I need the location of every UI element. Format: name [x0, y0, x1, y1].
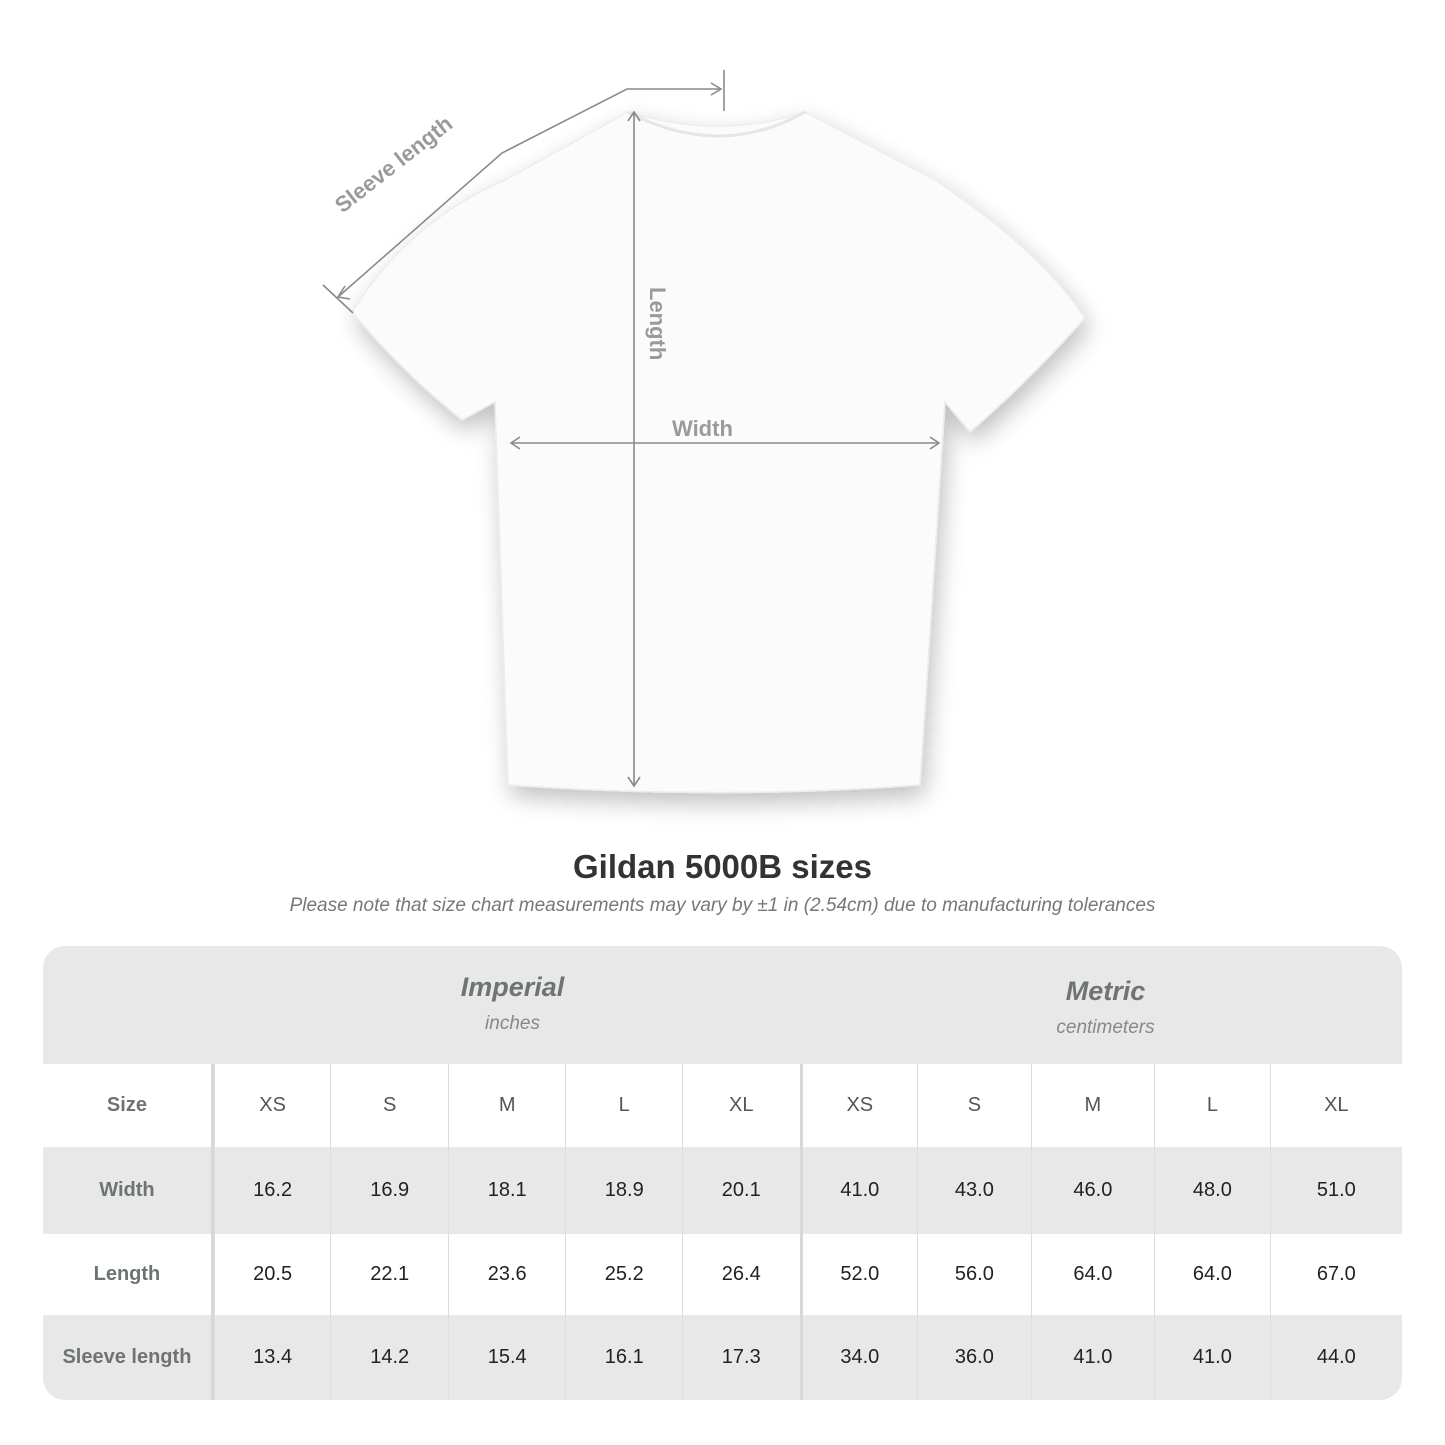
- size-header-imperial: M: [447, 1064, 566, 1147]
- table-row: Length 20.5 22.1 23.6 25.2 26.4 52.0 56.0 64.0 64…: [43, 1234, 1402, 1315]
- imperial-header: Imperial inches: [216, 972, 809, 1035]
- width-label: Width: [672, 416, 733, 441]
- row-label: Width: [43, 1147, 214, 1234]
- measurement-cell: 51.0: [1269, 1147, 1402, 1234]
- size-header-imperial: S: [330, 1064, 448, 1147]
- measurement-cell: 13.4: [213, 1315, 331, 1400]
- measurement-cell: 20.5: [213, 1234, 331, 1315]
- row-label: Length: [43, 1234, 214, 1315]
- measurement-cell: 52.0: [799, 1234, 918, 1315]
- length-label: Length: [645, 287, 670, 361]
- measurement-cell: 67.0: [1269, 1234, 1402, 1315]
- size-header-imperial: L: [565, 1064, 682, 1147]
- sleeve-length-arrow: [322, 70, 725, 314]
- measurement-cell: 41.0: [1154, 1315, 1270, 1400]
- measurement-cell: 17.3: [682, 1315, 800, 1400]
- size-header-metric: L: [1154, 1064, 1270, 1147]
- measurement-cell: 15.4: [447, 1315, 566, 1400]
- measurement-cell: 20.1: [682, 1147, 800, 1234]
- measurement-cell: 34.0: [799, 1315, 918, 1400]
- measurement-cell: 36.0: [917, 1315, 1031, 1400]
- measurement-cell: 41.0: [799, 1147, 918, 1234]
- page-title: Gildan 5000B sizes: [573, 848, 872, 885]
- table-row: Width 16.2 16.9 18.1 18.9 20.1 41.0 43.0 46.0 48.…: [43, 1147, 1402, 1234]
- measurement-cell: 43.0: [917, 1147, 1031, 1234]
- imperial-unit: inches: [485, 1013, 540, 1034]
- measurement-cell: 26.4: [682, 1234, 800, 1315]
- collar: [627, 110, 806, 138]
- size-header-imperial: XL: [682, 1064, 800, 1147]
- measurement-cell: 16.9: [330, 1147, 448, 1234]
- measurement-cell: 18.9: [565, 1147, 682, 1234]
- measurement-cell: 16.2: [213, 1147, 331, 1234]
- measurement-cell: 46.0: [1030, 1147, 1154, 1234]
- metric-title: Metric: [1065, 976, 1146, 1006]
- measurement-cell: 56.0: [917, 1234, 1031, 1315]
- size-header-row: Size XS S M L XL XS S M L XL: [43, 1064, 1402, 1147]
- measurement-cell: 18.1: [447, 1147, 566, 1234]
- measurement-cell: 14.2: [330, 1315, 448, 1400]
- measurement-cell: 44.0: [1269, 1315, 1402, 1400]
- size-header-metric: XS: [799, 1064, 918, 1147]
- tshirt-shape: [351, 111, 1086, 794]
- length-arrow: [627, 110, 641, 788]
- metric-unit: centimeters: [1056, 1017, 1155, 1038]
- size-header-metric: M: [1030, 1064, 1154, 1147]
- metric-header: Metric centimeters: [809, 976, 1402, 1039]
- row-label: Sleeve length: [43, 1315, 214, 1400]
- imperial-title: Imperial: [460, 972, 565, 1002]
- size-column-header: Size: [43, 1064, 214, 1147]
- measurement-cell: 25.2: [565, 1234, 682, 1315]
- measurement-cell: 64.0: [1030, 1234, 1154, 1315]
- table-row: Sleeve length 13.4 14.2 15.4 16.1 17.3 34.0 36.…: [43, 1315, 1402, 1400]
- measurement-cell: 23.6: [447, 1234, 566, 1315]
- tshirt-diagram: [322, 70, 1086, 794]
- size-header-imperial: XS: [213, 1064, 331, 1147]
- tolerance-note: Please note that size chart measurements…: [289, 895, 1156, 916]
- size-table: Imperial inches Metric centimeters Size X…: [43, 946, 1402, 1400]
- width-arrow: [509, 436, 941, 450]
- size-header-metric: S: [917, 1064, 1031, 1147]
- measurement-cell: 64.0: [1154, 1234, 1270, 1315]
- measurement-cell: 16.1: [565, 1315, 682, 1400]
- measurement-cell: 48.0: [1154, 1147, 1270, 1234]
- unit-header: [43, 946, 1402, 1064]
- size-header-metric: XL: [1269, 1064, 1402, 1147]
- measurement-cell: 22.1: [330, 1234, 448, 1315]
- measurement-cell: 41.0: [1030, 1315, 1154, 1400]
